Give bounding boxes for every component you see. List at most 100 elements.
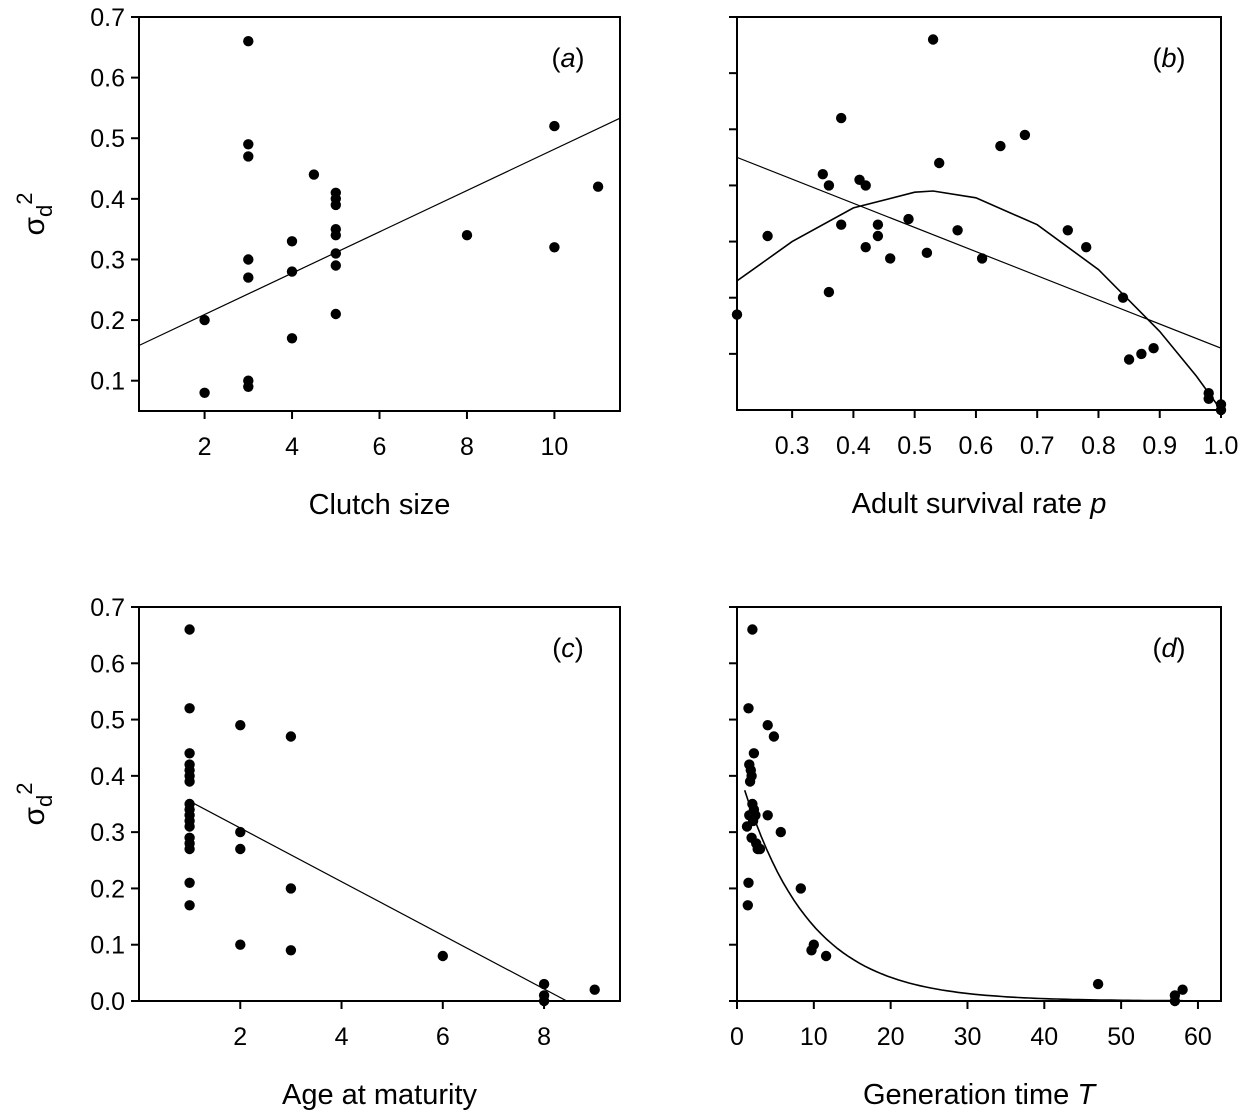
fit-line-linear — [139, 117, 620, 347]
data-point — [243, 139, 254, 150]
y-tick-label: 0.4 — [90, 763, 125, 791]
data-point — [285, 945, 297, 956]
data-point — [995, 140, 1006, 152]
plot-frame — [138, 16, 621, 412]
data-point — [330, 248, 341, 259]
data-point — [184, 821, 195, 832]
data-point — [589, 984, 600, 995]
data-point — [184, 624, 195, 635]
data-point — [768, 731, 780, 742]
data-point — [795, 883, 806, 894]
x-axis-label: Clutch size — [309, 489, 451, 521]
data-point — [775, 826, 786, 838]
x-tick-label: 0.5 — [897, 432, 932, 460]
y-tick-label: 0.0 — [90, 988, 125, 1016]
data-point — [330, 199, 341, 211]
x-tick-label: 0.9 — [1142, 432, 1177, 460]
x-axis-label: Adult survival rate p — [852, 488, 1107, 520]
data-point — [286, 333, 298, 344]
data-point — [885, 253, 896, 264]
data-point — [308, 169, 320, 180]
plot-frame — [736, 606, 1222, 1002]
x-tick-label: 0.7 — [1020, 432, 1055, 460]
data-point — [243, 381, 254, 392]
x-tick-label: 30 — [954, 1023, 982, 1051]
data-point — [872, 219, 884, 230]
data-point — [817, 169, 828, 180]
x-tick-label: 0.4 — [836, 432, 871, 460]
data-point — [286, 236, 298, 247]
y-tick-label: 0.6 — [90, 65, 125, 93]
data-point — [1136, 348, 1147, 360]
data-point — [235, 720, 246, 731]
data-point — [437, 950, 448, 962]
data-point — [744, 776, 756, 787]
data-point — [743, 877, 754, 888]
panel-d: 0 10 20 30 40 50 60 Generation time T (d) — [729, 606, 1222, 1111]
data-point — [836, 112, 847, 124]
data-point — [743, 703, 754, 714]
x-tick-label: 4 — [285, 433, 299, 461]
plot-frame — [736, 16, 1222, 411]
data-point — [538, 978, 550, 990]
data-point — [903, 213, 914, 225]
y-tick-label: 0.5 — [90, 707, 125, 735]
fit-line-exponential — [743, 790, 1183, 1001]
fit-line-linear — [189, 800, 568, 1001]
panel-a: 2 4 6 8 10 0.1 0.2 0.3 0.4 0.5 0.6 0.7 Clutch size σd… — [12, 4, 621, 521]
y-axis-label: σd2 — [12, 782, 57, 825]
data-point — [184, 776, 195, 787]
x-tick-label: 0.6 — [959, 432, 994, 460]
data-point — [952, 225, 963, 236]
data-point — [927, 34, 939, 45]
y-tick-label: 0.2 — [90, 307, 125, 335]
data-point — [872, 230, 884, 242]
data-point — [285, 731, 297, 742]
data-point — [235, 939, 246, 950]
data-point — [921, 247, 933, 258]
panel-b: 0.3 0.4 0.5 0.6 0.7 0.8 0.9 1.0 Adult survival r… — [729, 16, 1238, 520]
data-point — [1081, 242, 1092, 253]
y-axis-label: σd2 — [12, 192, 57, 235]
x-tick-label: 60 — [1184, 1023, 1212, 1051]
y-tick-label: 0.5 — [90, 125, 125, 153]
data-point — [184, 703, 195, 714]
data-point — [742, 900, 753, 911]
data-point — [1117, 292, 1129, 303]
data-point — [1177, 984, 1188, 995]
data-point — [731, 309, 743, 320]
y-tick-label: 0.1 — [90, 368, 125, 396]
panel-c: 2 4 6 8 0.0 0.1 0.2 0.3 0.4 0.5 0.6 0.7 Age at matur… — [12, 594, 621, 1111]
x-tick-label: 0.3 — [775, 432, 810, 460]
data-point — [285, 883, 297, 894]
data-point — [199, 314, 210, 326]
data-point — [823, 286, 835, 298]
data-point — [549, 120, 560, 132]
x-tick-label: 2 — [233, 1023, 247, 1051]
data-point — [330, 230, 341, 241]
data-point — [1203, 393, 1214, 404]
data-point — [762, 230, 773, 242]
y-tick-label: 0.1 — [90, 932, 125, 960]
x-axis-label: Generation time T — [863, 1079, 1097, 1111]
data-point — [762, 720, 773, 731]
data-point — [1169, 995, 1181, 1007]
data-point — [823, 180, 835, 191]
data-point — [199, 387, 210, 398]
data-point — [976, 253, 988, 264]
y-tick-label: 0.7 — [90, 594, 125, 622]
x-tick-label: 8 — [460, 433, 474, 461]
x-tick-label: 4 — [335, 1023, 349, 1051]
y-tick-label: 0.4 — [90, 186, 125, 214]
y-tick-label: 0.6 — [90, 650, 125, 678]
data-point — [934, 157, 945, 169]
data-point — [860, 242, 871, 253]
x-tick-label: 0.8 — [1081, 432, 1116, 460]
data-point — [184, 843, 195, 855]
data-point — [184, 877, 195, 888]
data-point — [820, 950, 832, 962]
data-point — [243, 272, 254, 283]
data-point — [747, 624, 758, 635]
x-tick-label: 10 — [541, 433, 569, 461]
x-tick-label: 6 — [373, 433, 387, 461]
